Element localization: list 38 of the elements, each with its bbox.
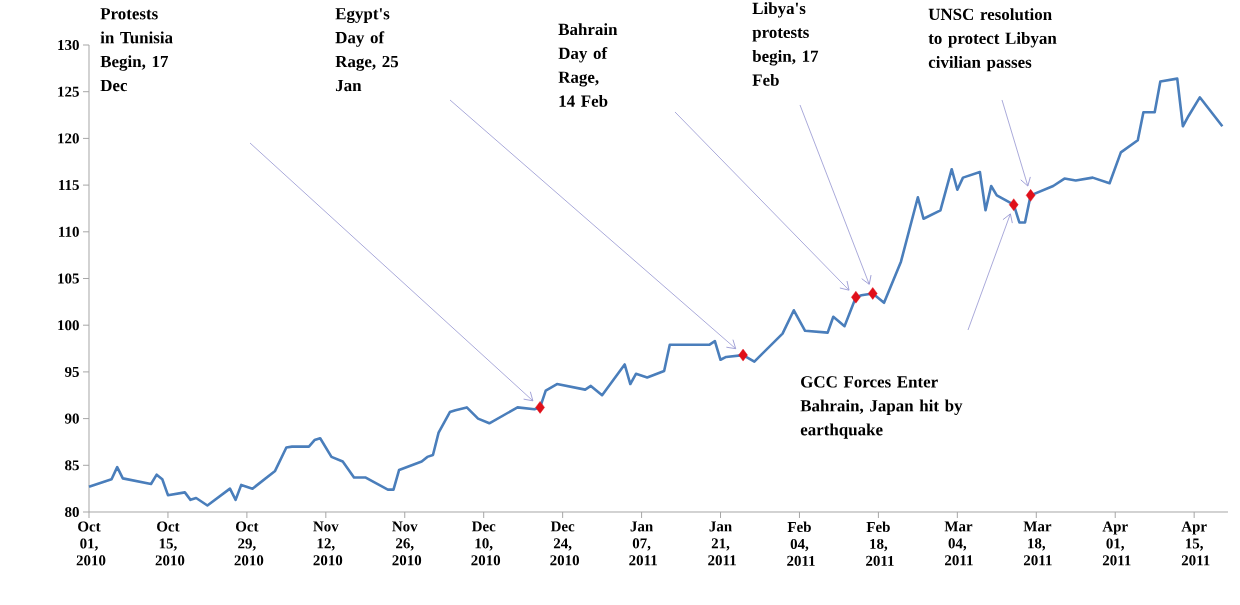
y-tick-label: 105 xyxy=(58,273,79,284)
x-tick-label: Mar 18, 2011 xyxy=(1023,521,1052,566)
y-tick-label: 90 xyxy=(64,413,79,424)
x-tick-label: Oct 15, 2010 xyxy=(155,521,185,566)
x-tick-label: Feb 18, 2011 xyxy=(866,521,894,566)
x-tick-label: Nov 26, 2010 xyxy=(392,521,422,566)
annotation: Egypt's Day of Rage, 25 Jan xyxy=(335,8,399,92)
y-tick-label: 110 xyxy=(59,226,79,237)
annotation: Protests in Tunisia Begin, 17 Dec xyxy=(100,8,173,92)
point xyxy=(851,290,861,304)
x-tick-label: Nov 12, 2010 xyxy=(313,521,343,566)
y-tick-label: 125 xyxy=(58,86,79,97)
x-tick-label: Apr 01, 2011 xyxy=(1102,521,1131,566)
annotation: Libya's protests begin, 17 Feb xyxy=(752,2,819,86)
point xyxy=(1009,198,1019,211)
point xyxy=(1025,189,1036,202)
x-tick-label: Jan 07, 2011 xyxy=(629,521,657,566)
y-tick-label: 115 xyxy=(59,180,79,191)
x-tick-label: Feb 04, 2011 xyxy=(787,521,815,566)
annotation: GCC Forces Enter Bahrain, Japan hit by earthquake xyxy=(800,376,963,439)
y-tick-label: 95 xyxy=(64,366,79,377)
x-tick-label: Dec 24, 2010 xyxy=(550,521,580,566)
x-tick-label: Apr 15, 2011 xyxy=(1181,521,1210,566)
y-tick-label: 120 xyxy=(58,133,79,144)
y-tick-label: 100 xyxy=(58,320,79,331)
point xyxy=(535,401,545,414)
annotation: Bahrain Day of Rage, 14 Feb xyxy=(558,23,618,107)
x-tick-label: Mar 04, 2011 xyxy=(944,521,973,566)
annotation: UNSC resolution to protect Libyan civilian passes xyxy=(928,8,1057,72)
x-tick-label: Jan 21, 2011 xyxy=(708,521,736,566)
y-tick-label: 85 xyxy=(65,460,79,471)
y-tick-label: 130 xyxy=(58,39,79,51)
x-tick-label: Dec 10, 2010 xyxy=(471,521,501,566)
y-tick-label: 80 xyxy=(65,506,79,518)
x-tick-label: Oct 01, 2010 xyxy=(76,521,106,566)
point xyxy=(868,287,878,300)
point xyxy=(738,348,748,362)
x-tick-label: Oct 29, 2010 xyxy=(234,521,264,566)
